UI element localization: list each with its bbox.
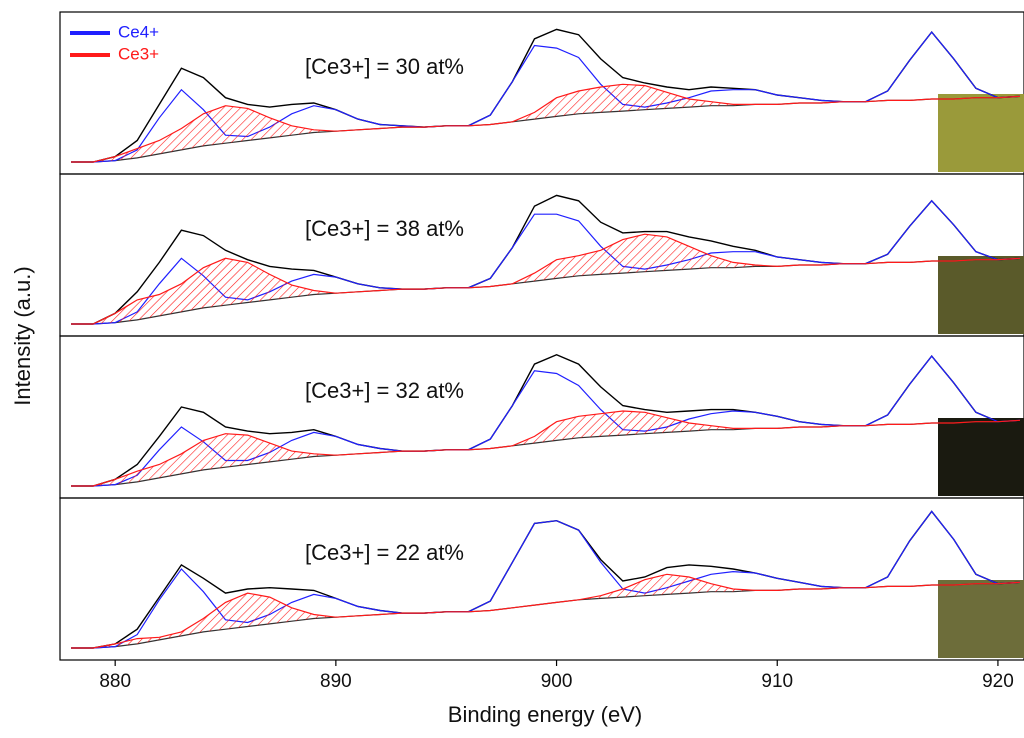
- component-line: [71, 573, 1021, 649]
- x-axis-label: Binding energy (eV): [448, 702, 642, 727]
- ce3-hatch-area: [71, 234, 1020, 324]
- component-line: [71, 410, 1021, 487]
- x-tick-label: 920: [982, 671, 1014, 692]
- annotation: [Ce3+] = 22 at%: [305, 540, 464, 565]
- panel-frame: [59, 173, 1024, 337]
- component-line: [71, 233, 1021, 325]
- ce3-hatch-area: [71, 84, 1020, 162]
- sem-inset: [938, 256, 1024, 334]
- legend-label: Ce4+: [118, 22, 159, 41]
- sem-inset: [938, 580, 1024, 658]
- legend-label: Ce3+: [118, 44, 159, 63]
- x-tick-label: 880: [99, 671, 131, 692]
- sem-inset: [938, 418, 1024, 496]
- ce3-hatch-area: [71, 411, 1020, 486]
- annotation: [Ce3+] = 38 at%: [305, 216, 464, 241]
- sem-inset: [938, 94, 1024, 172]
- x-tick-label: 890: [320, 671, 352, 692]
- annotation: [Ce3+] = 30 at%: [305, 54, 464, 79]
- annotation: [Ce3+] = 32 at%: [305, 378, 464, 403]
- x-tick-label: 900: [541, 671, 573, 692]
- y-axis-label: Intensity (a.u.): [10, 266, 35, 405]
- x-tick-label: 910: [761, 671, 793, 692]
- panel-frame: [59, 497, 1024, 661]
- component-line: [71, 83, 1021, 163]
- ce3-hatch-area: [71, 574, 1020, 648]
